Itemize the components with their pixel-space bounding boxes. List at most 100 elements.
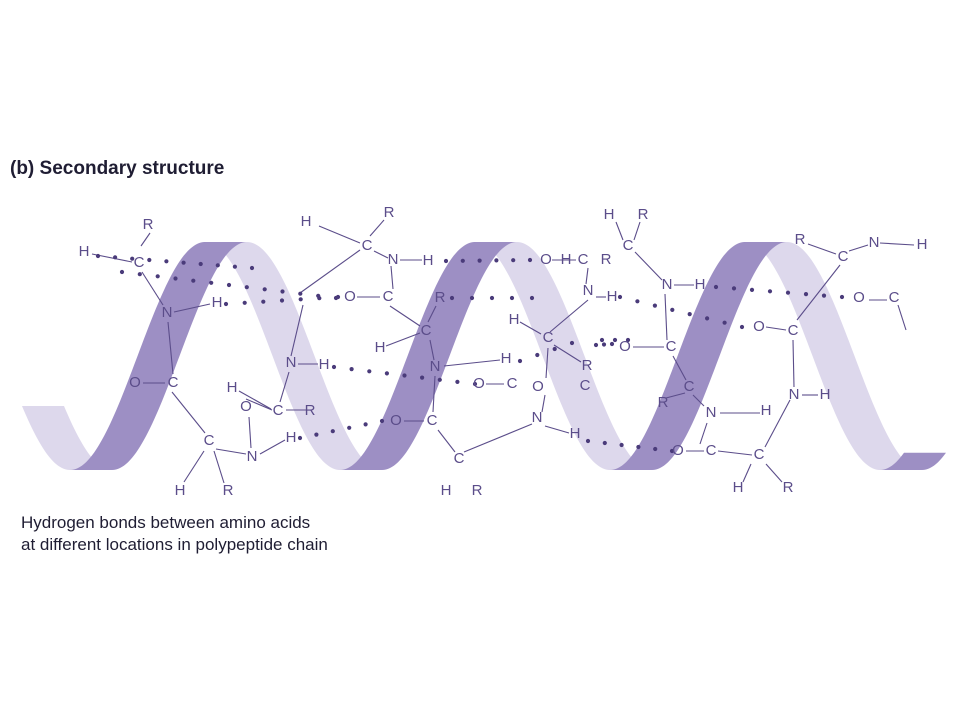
bond-5: [171, 391, 206, 434]
hbond-dot: [443, 258, 449, 264]
hbond-dot: [349, 367, 354, 372]
atom-label-39: O: [532, 378, 544, 395]
bond-25: [390, 265, 394, 290]
hbond-dot: [449, 295, 455, 301]
hydrogen-bond-9: [617, 294, 745, 330]
hbond-dot: [619, 442, 624, 448]
atom-label-53: N: [662, 276, 673, 293]
atom-label-41: N: [532, 409, 543, 426]
ribbon-back-segment-6: [745, 242, 921, 470]
hydrogen-bond-2: [223, 294, 341, 307]
atom-label-51: R: [638, 206, 649, 223]
hbond-dot: [599, 337, 605, 343]
bond-10: [248, 416, 252, 449]
bond-24: [389, 305, 421, 327]
hbond-dot: [569, 340, 575, 346]
hbond-dot: [652, 303, 658, 308]
bond-9: [215, 448, 247, 455]
bond-58: [765, 463, 783, 483]
bond-64: [807, 243, 837, 255]
atom-label-59: N: [706, 404, 717, 421]
ribbon-front-segment-1: [70, 242, 246, 470]
hbond-dot: [367, 369, 372, 374]
atom-label-23: O: [344, 288, 356, 305]
atom-label-32: O: [473, 375, 485, 392]
bond-33: [463, 423, 533, 453]
hbond-dot: [330, 429, 335, 434]
bond-45: [633, 221, 641, 241]
atom-label-44: C: [578, 251, 589, 268]
hbond-dot: [670, 307, 675, 312]
hbond-dot: [226, 282, 232, 288]
hbond-dot: [402, 373, 407, 378]
atom-label-27: H: [375, 339, 386, 356]
atom-label-38: R: [582, 357, 593, 374]
bond-34: [541, 394, 546, 413]
bond-53: [665, 392, 686, 399]
hbond-dot: [384, 371, 389, 376]
bond-59: [764, 399, 791, 448]
hbond-dot: [494, 258, 499, 263]
atom-label-42: H: [570, 425, 581, 442]
hbond-dot: [130, 256, 135, 261]
ribbon-back-segment-4: [475, 242, 651, 470]
hydrogen-bond-4: [297, 418, 385, 441]
hbond-dot: [839, 294, 845, 300]
hbond-dot: [609, 341, 615, 347]
hbond-dot: [472, 381, 478, 387]
hbond-dot: [460, 258, 465, 263]
atom-label-60: H: [761, 402, 772, 419]
atom-label-18: H: [301, 213, 312, 230]
bond-60: [792, 339, 795, 388]
atom-label-67: C: [838, 248, 849, 265]
bond-57: [742, 463, 752, 483]
hbond-dot: [191, 278, 196, 283]
bond-46: [634, 251, 663, 281]
bond-26: [427, 305, 437, 323]
hbond-dot: [420, 375, 425, 380]
atom-label-30: C: [427, 412, 438, 429]
hydrogen-bond-10: [593, 341, 615, 348]
atom-label-36: R: [472, 482, 483, 499]
hydrogen-bond-3: [331, 364, 478, 387]
hbond-dot: [147, 257, 152, 263]
atom-label-13: N: [286, 354, 297, 371]
hbond-dot: [297, 435, 303, 441]
hbond-dot: [198, 261, 203, 267]
bond-15: [279, 371, 290, 403]
atom-label-17: R: [305, 402, 316, 419]
hbond-dot: [314, 432, 319, 437]
helix-ribbon-back: [22, 242, 921, 470]
hbond-dot: [785, 290, 791, 295]
bond-35: [545, 347, 549, 379]
atom-label-70: O: [753, 318, 765, 335]
atom-label-16: H: [227, 379, 238, 396]
atom-label-19: C: [362, 237, 373, 254]
hbond-dot: [602, 440, 607, 446]
hbond-dot: [509, 295, 515, 301]
atom-label-25: R: [435, 289, 446, 306]
atom-label-47: C: [580, 377, 591, 394]
hbond-dot: [215, 263, 220, 268]
hbond-dot: [317, 296, 322, 301]
hbond-dot: [469, 295, 475, 301]
atom-label-62: C: [706, 442, 717, 459]
hbond-dot: [653, 446, 658, 452]
atom-label-14: H: [319, 356, 330, 373]
hydrogen-bond-0: [95, 253, 255, 271]
figure-title: (b) Secondary structure: [10, 158, 224, 180]
ribbon-front-segment-3: [340, 242, 516, 470]
atom-label-6: C: [168, 374, 179, 391]
atom-label-20: R: [384, 204, 395, 221]
bond-27: [385, 332, 421, 347]
hbond-dot: [625, 337, 631, 343]
atom-label-63: C: [754, 446, 765, 463]
figure-label: (b): [10, 158, 35, 179]
hbond-dot: [821, 293, 827, 298]
atom-label-43: H: [561, 251, 572, 268]
hydrogen-bond-1: [119, 269, 339, 301]
bond-30: [432, 375, 436, 413]
hbond-dot: [601, 342, 607, 347]
atom-label-55: O: [619, 338, 631, 355]
bond-43: [549, 299, 589, 333]
